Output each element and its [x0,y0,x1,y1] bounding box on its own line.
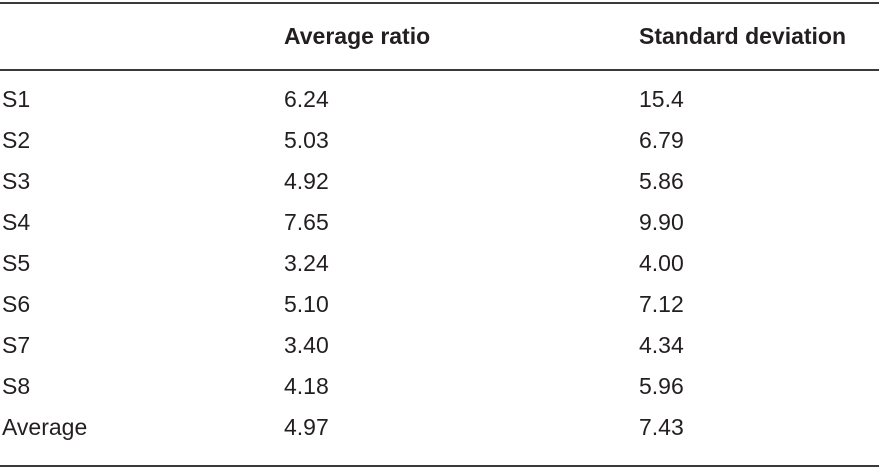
standard-deviation-cell: 6.79 [639,127,684,153]
average-ratio-cell: 4.92 [284,168,329,194]
header-rule [0,69,879,71]
table-row: S2 5.03 6.79 [0,120,879,161]
row-label: S3 [2,168,31,194]
average-ratio-cell: 4.97 [284,414,329,440]
header-row: Average ratio Standard deviation [0,4,879,69]
data-table: Average ratio Standard deviation S1 6.24… [0,4,879,458]
average-ratio-cell: 3.40 [284,332,329,358]
row-label: S8 [2,373,31,399]
table-row-average: Average 4.97 7.43 [0,407,879,458]
row-label: S7 [2,332,31,358]
header-standard-deviation: Standard deviation [639,23,847,49]
table-row: S1 6.24 15.4 [0,69,879,120]
row-label: S2 [2,127,31,153]
table-row: S4 7.65 9.90 [0,202,879,243]
average-ratio-cell: 3.24 [284,250,329,276]
standard-deviation-cell: 15.4 [639,86,684,112]
standard-deviation-cell: 4.00 [639,250,684,276]
header-average-ratio: Average ratio [284,23,431,49]
average-ratio-cell: 6.24 [284,86,329,112]
row-label: S4 [2,209,31,235]
table-row: S5 3.24 4.00 [0,243,879,284]
row-label: S6 [2,291,31,317]
row-label: Average [2,414,88,440]
top-rule [0,2,879,4]
standard-deviation-cell: 9.90 [639,209,684,235]
table-row: S6 5.10 7.12 [0,284,879,325]
standard-deviation-cell: 5.96 [639,373,684,399]
table-body: S1 6.24 15.4 S2 5.03 6.79 S3 4.92 5.86 S… [0,69,879,458]
table-row: S3 4.92 5.86 [0,161,879,202]
table-row: S8 4.18 5.96 [0,366,879,407]
header-label-column [0,4,284,69]
row-label: S5 [2,250,31,276]
average-ratio-cell: 4.18 [284,373,329,399]
bottom-rule [0,465,879,467]
average-ratio-cell: 5.10 [284,291,329,317]
average-ratio-cell: 7.65 [284,209,329,235]
standard-deviation-cell: 4.34 [639,332,684,358]
table-header: Average ratio Standard deviation [0,4,879,69]
standard-deviation-cell: 7.43 [639,414,684,440]
standard-deviation-cell: 5.86 [639,168,684,194]
average-ratio-cell: 5.03 [284,127,329,153]
standard-deviation-cell: 7.12 [639,291,684,317]
table-row: S7 3.40 4.34 [0,325,879,366]
row-label: S1 [2,86,31,112]
